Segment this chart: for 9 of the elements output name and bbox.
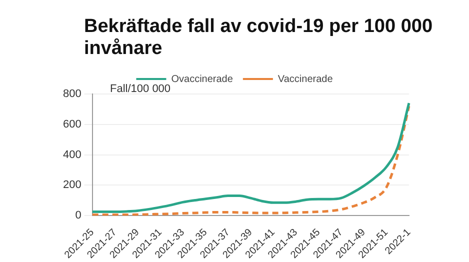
y-axis-title: Fall/100 000	[110, 83, 171, 95]
legend-label: Vaccinerade	[278, 74, 334, 85]
y-tick-label: 200	[62, 179, 82, 192]
y-tick-label: 600	[62, 118, 82, 130]
legend-label: Ovaccinerade	[171, 74, 234, 85]
chart-title: Bekräftade fall av covid-19 per 100 000 invånare	[84, 16, 434, 60]
y-tick-label: 0	[75, 210, 82, 222]
y-tick-label: 800	[62, 88, 82, 100]
y-tick-label: 400	[62, 148, 82, 161]
